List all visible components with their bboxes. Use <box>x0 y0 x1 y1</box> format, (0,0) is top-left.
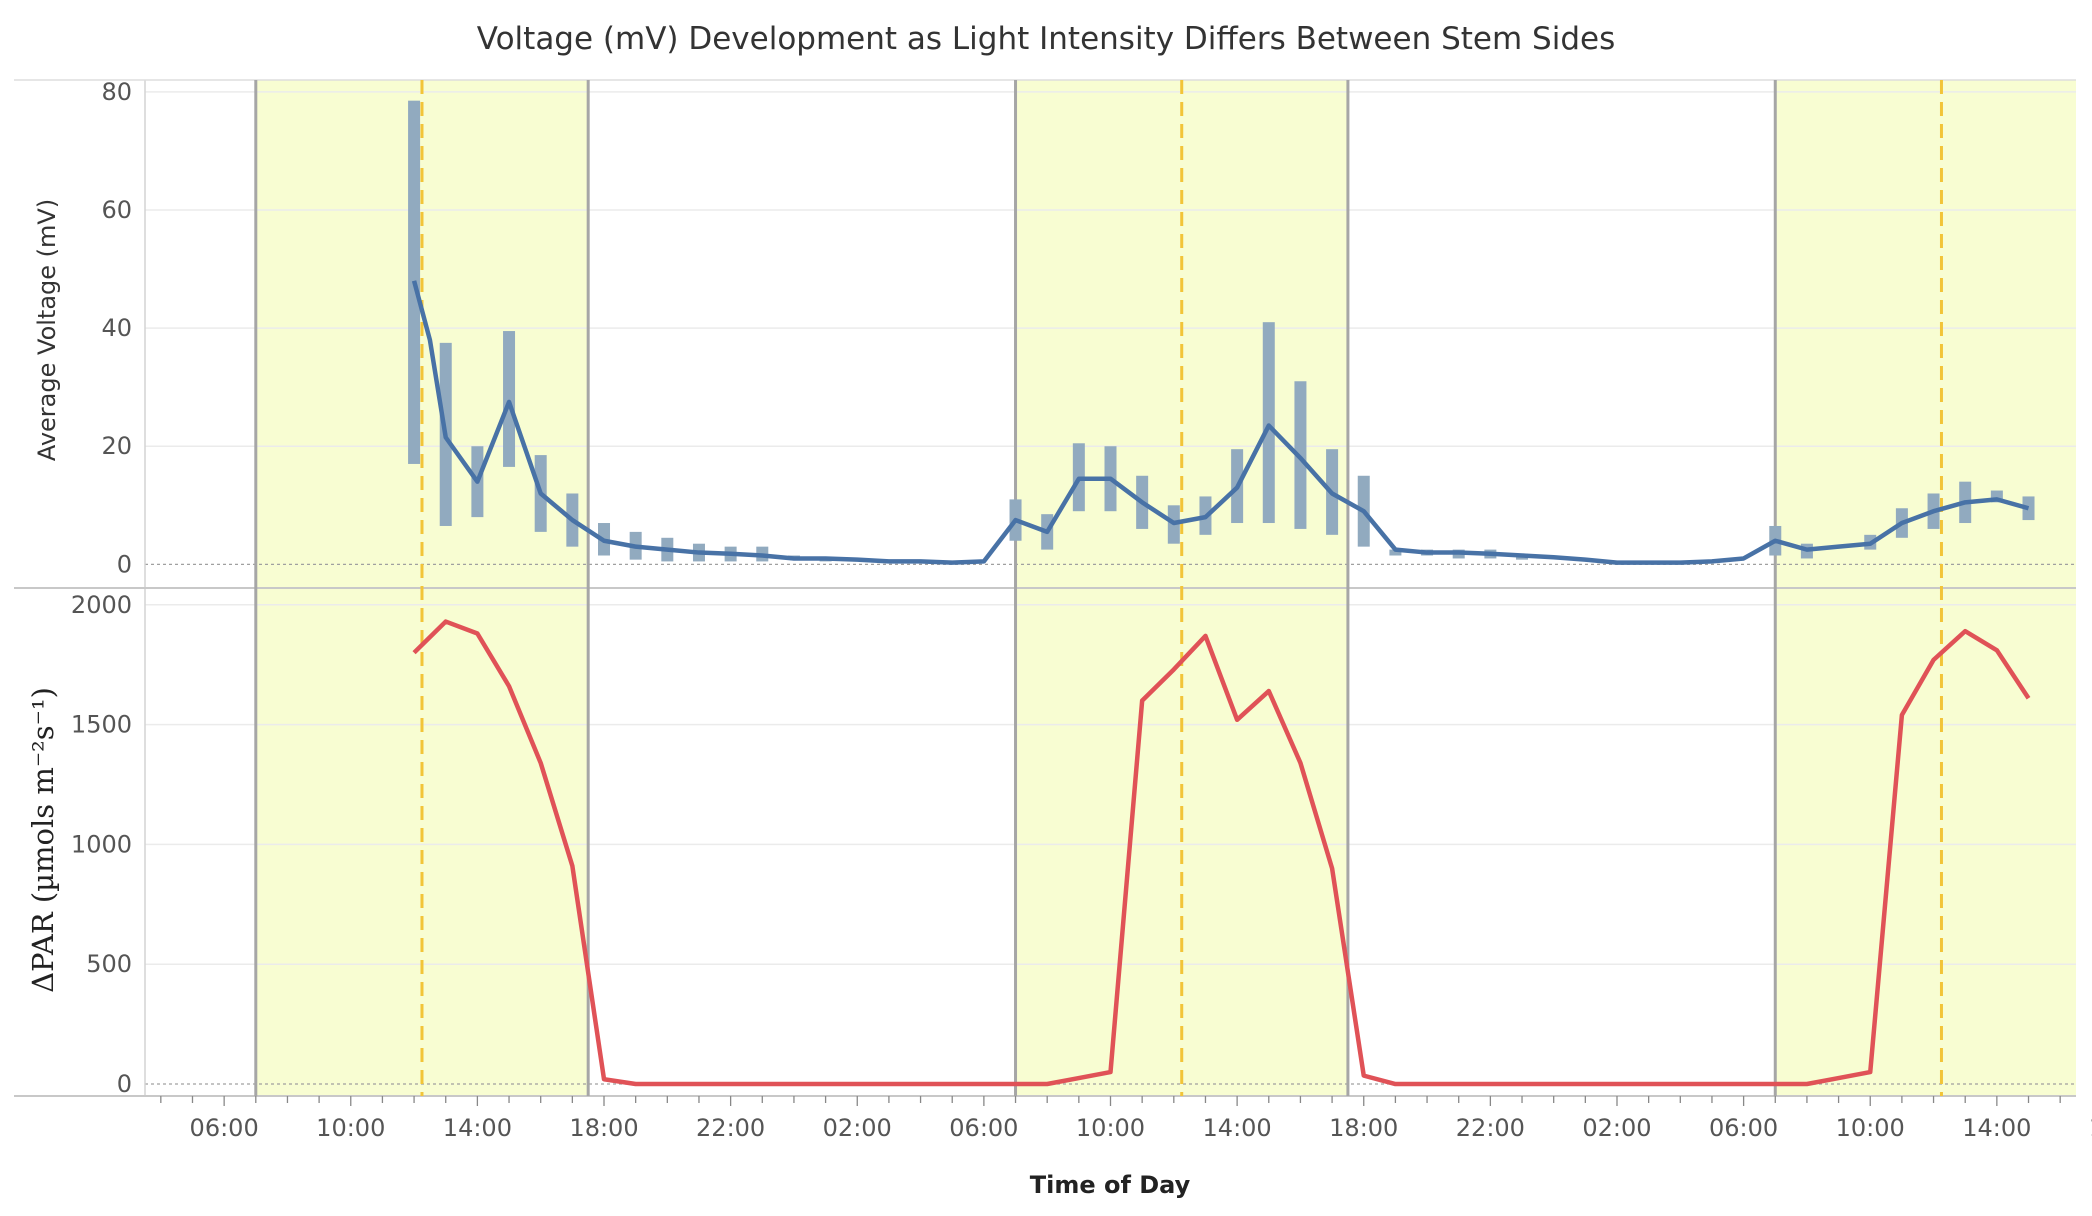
chart-title: Voltage (mV) Development as Light Intens… <box>477 21 1615 57</box>
y-tick-label-panel-0-4: 80 <box>101 78 132 106</box>
voltage-range-bar <box>503 331 516 467</box>
x-tick-label-6: 06:00 <box>949 1114 1018 1142</box>
x-tick-label-9: 18:00 <box>1329 1114 1398 1142</box>
x-tick-label-0: 06:00 <box>190 1114 259 1142</box>
voltage-range-bar <box>1389 549 1402 556</box>
plot-frame <box>14 79 2076 1097</box>
x-tick-label-14: 14:00 <box>1962 1114 2031 1142</box>
y-tick-label-panel-1-4: 2000 <box>71 591 132 619</box>
x-tick-label-10: 22:00 <box>1456 1114 1525 1142</box>
x-axis-title: Time of Day <box>1030 1171 1191 1199</box>
series-lines <box>411 280 2031 1087</box>
x-tick-label-8: 14:00 <box>1203 1114 1272 1142</box>
y-axis-title-voltage: Average Voltage (mV) <box>33 199 61 461</box>
y-tick-label-panel-0-0: 0 <box>117 550 132 578</box>
y-tick-label-panel-0-3: 60 <box>101 196 132 224</box>
axis-ticks: 0 20 40 60 80 0 500 1000 1500 2000 06:00 10:00 14:00… <box>71 78 2092 1142</box>
x-tick-label-1: 10:00 <box>316 1114 385 1142</box>
y-axis-title-par: ΔPAR (µmols m⁻²s⁻¹) <box>26 687 60 993</box>
y-tick-label-panel-1-2: 1000 <box>71 830 132 858</box>
x-tick-label-3: 18:00 <box>569 1114 638 1142</box>
x-tick-label-5: 02:00 <box>823 1114 892 1142</box>
voltage-range-bar <box>1990 490 2003 503</box>
x-tick-label-12: 06:00 <box>1709 1114 1778 1142</box>
y-tick-label-panel-1-1: 500 <box>86 950 132 978</box>
voltage-line <box>411 280 2030 565</box>
x-tick-label-2: 14:00 <box>443 1114 512 1142</box>
x-tick-label-4: 22:00 <box>696 1114 765 1142</box>
x-tick-label-7: 10:00 <box>1076 1114 1145 1142</box>
x-tick-label-13: 10:00 <box>1836 1114 1905 1142</box>
x-tick-label-15: 18:00 <box>2089 1114 2092 1142</box>
x-tick-label-11: 02:00 <box>1582 1114 1651 1142</box>
y-tick-label-panel-1-3: 1500 <box>71 711 132 739</box>
y-tick-label-panel-0-2: 40 <box>101 314 132 342</box>
y-tick-label-panel-0-1: 20 <box>101 432 132 460</box>
par-line <box>412 619 2031 1087</box>
day-markers <box>254 80 1943 1096</box>
voltage-range-bar <box>1262 322 1275 524</box>
y-tick-label-panel-1-0: 0 <box>117 1070 132 1098</box>
